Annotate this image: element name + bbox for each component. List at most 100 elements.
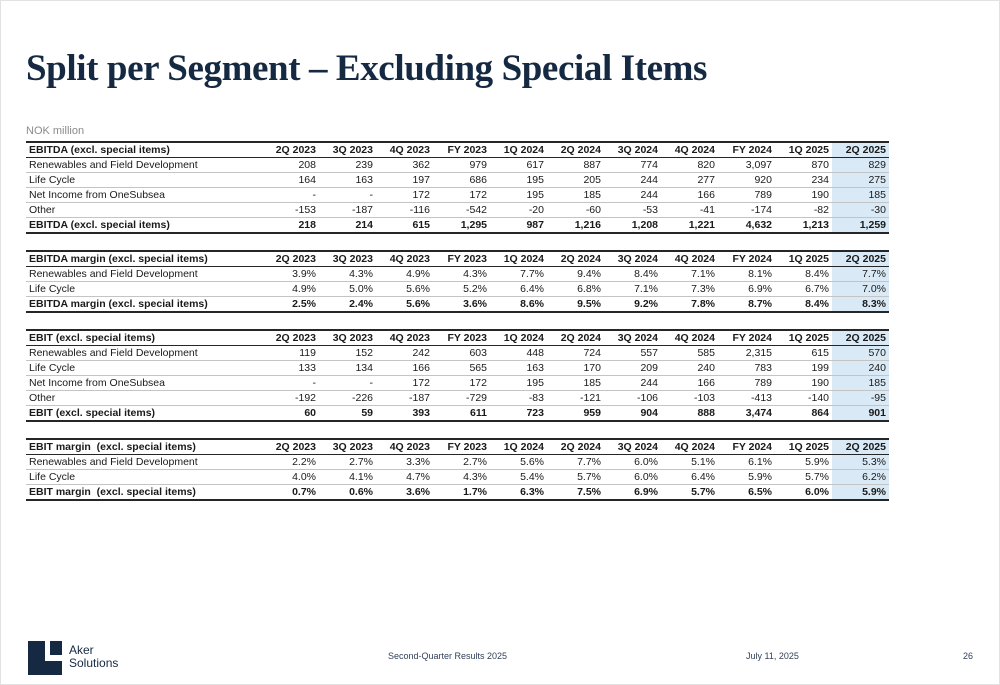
table-total-row: EBITDA margin (excl. special items) 2.5% 2… (26, 296, 889, 313)
value-cell: 7.1% (604, 281, 661, 297)
value-cell: 4.0% (262, 469, 319, 485)
value-cell: 6.4% (490, 281, 547, 297)
value-cell: 134 (319, 360, 376, 376)
value-cell: 8.4% (775, 266, 832, 282)
table-title-cell: EBITDA (excl. special items) (26, 141, 262, 158)
value-cell: 190 (775, 187, 832, 203)
value-cell: 4.3% (433, 266, 490, 282)
table-total-row: EBIT margin (excl. special items) 0.7% 0.6… (26, 484, 889, 501)
total-value-cell: 393 (376, 405, 433, 422)
value-cell: 7.7% (547, 454, 604, 470)
total-value-cell: 214 (319, 217, 376, 234)
value-cell: 185 (547, 375, 604, 391)
total-value-cell: 6.0% (775, 484, 832, 501)
value-cell: 7.0% (832, 281, 889, 297)
value-cell: 887 (547, 157, 604, 173)
value-cell: 979 (433, 157, 490, 173)
value-cell: 4.9% (376, 266, 433, 282)
column-header-cell: FY 2023 (433, 141, 490, 158)
value-cell: 7.7% (832, 266, 889, 282)
table-row: Life Cycle 4.9% 5.0% 5.6% 5.2% 6.4% 6.8% 7.1% 7.… (26, 281, 889, 297)
column-header-cell: 3Q 2024 (604, 141, 661, 158)
value-cell: 362 (376, 157, 433, 173)
value-cell: 166 (376, 360, 433, 376)
total-value-cell: 1,295 (433, 217, 490, 234)
value-cell: 4.3% (433, 469, 490, 485)
table-row: Net Income from OneSubsea - -172 172 195 185 2… (26, 375, 889, 391)
row-label-cell: Renewables and Field Development (26, 454, 262, 470)
column-header-cell: 3Q 2024 (604, 438, 661, 455)
value-cell: 2.7% (433, 454, 490, 470)
value-cell: 195 (490, 172, 547, 188)
value-cell: 242 (376, 345, 433, 361)
column-header-cell: FY 2023 (433, 250, 490, 267)
total-value-cell: 864 (775, 405, 832, 422)
value-cell: 557 (604, 345, 661, 361)
column-header-cell: 1Q 2025 (775, 438, 832, 455)
value-cell: 244 (604, 375, 661, 391)
value-cell: 789 (718, 187, 775, 203)
column-header-cell: FY 2024 (718, 250, 775, 267)
value-cell: 3.3% (376, 454, 433, 470)
value-cell: 3,097 (718, 157, 775, 173)
value-cell: 185 (547, 187, 604, 203)
value-cell: 5.9% (775, 454, 832, 470)
total-value-cell: 7.5% (547, 484, 604, 501)
value-cell: -192 (262, 390, 319, 406)
column-header-cell: 2Q 2023 (262, 438, 319, 455)
value-cell: 152 (319, 345, 376, 361)
total-value-cell: 3.6% (433, 296, 490, 313)
value-cell: 190 (775, 375, 832, 391)
value-cell: 570 (832, 345, 889, 361)
value-cell: 789 (718, 375, 775, 391)
value-cell: 8.1% (718, 266, 775, 282)
table-row: Renewables and Field Development 3.9% 4.3%… (26, 266, 889, 282)
column-header-cell: 1Q 2024 (490, 141, 547, 158)
value-cell: 277 (661, 172, 718, 188)
column-header-cell: 1Q 2024 (490, 329, 547, 346)
value-cell: 724 (547, 345, 604, 361)
table-title-cell: EBITDA margin (excl. special items) (26, 250, 262, 267)
value-cell: 6.0% (604, 454, 661, 470)
value-cell: - (262, 375, 319, 391)
value-cell: 244 (604, 187, 661, 203)
value-cell: 208 (262, 157, 319, 173)
table-row: Other -153 -187 -116 -542 -20 -60 -53 -41 -174 -82… (26, 202, 889, 218)
value-cell: 199 (775, 360, 832, 376)
value-cell: -103 (661, 390, 718, 406)
total-value-cell: 6.5% (718, 484, 775, 501)
total-value-cell: 611 (433, 405, 490, 422)
value-cell: -116 (376, 202, 433, 218)
total-value-cell: 8.6% (490, 296, 547, 313)
column-header-cell: 1Q 2024 (490, 438, 547, 455)
value-cell: 5.6% (376, 281, 433, 297)
value-cell: 7.1% (661, 266, 718, 282)
total-value-cell: 959 (547, 405, 604, 422)
page-title: Split per Segment – Excluding Special It… (26, 48, 708, 89)
total-value-cell: 888 (661, 405, 718, 422)
value-cell: -30 (832, 202, 889, 218)
value-cell: -140 (775, 390, 832, 406)
value-cell: 163 (490, 360, 547, 376)
column-header-cell: 2Q 2024 (547, 329, 604, 346)
value-cell: 4.1% (319, 469, 376, 485)
table-header-row: EBIT (excl. special items) 2Q 2023 3Q 2023… (26, 329, 889, 346)
row-label-cell: Life Cycle (26, 360, 262, 376)
total-value-cell: 6.3% (490, 484, 547, 501)
row-label-cell: Life Cycle (26, 469, 262, 485)
value-cell: 6.7% (775, 281, 832, 297)
row-label-cell: Life Cycle (26, 172, 262, 188)
value-cell: 172 (433, 375, 490, 391)
value-cell: 239 (319, 157, 376, 173)
table-total-row: EBITDA (excl. special items) 218 214 615 1,2… (26, 217, 889, 234)
total-value-cell: 8.3% (832, 296, 889, 313)
value-cell: 6.1% (718, 454, 775, 470)
table-ebit-margin: EBIT margin (excl. special items) 2Q 2023… (26, 438, 889, 501)
value-cell: 8.4% (604, 266, 661, 282)
value-cell: -729 (433, 390, 490, 406)
table-row: Renewables and Field Development 119 152 24… (26, 345, 889, 361)
column-header-cell: 4Q 2024 (661, 250, 718, 267)
value-cell: 166 (661, 375, 718, 391)
total-value-cell: 7.8% (661, 296, 718, 313)
value-cell: 185 (832, 187, 889, 203)
